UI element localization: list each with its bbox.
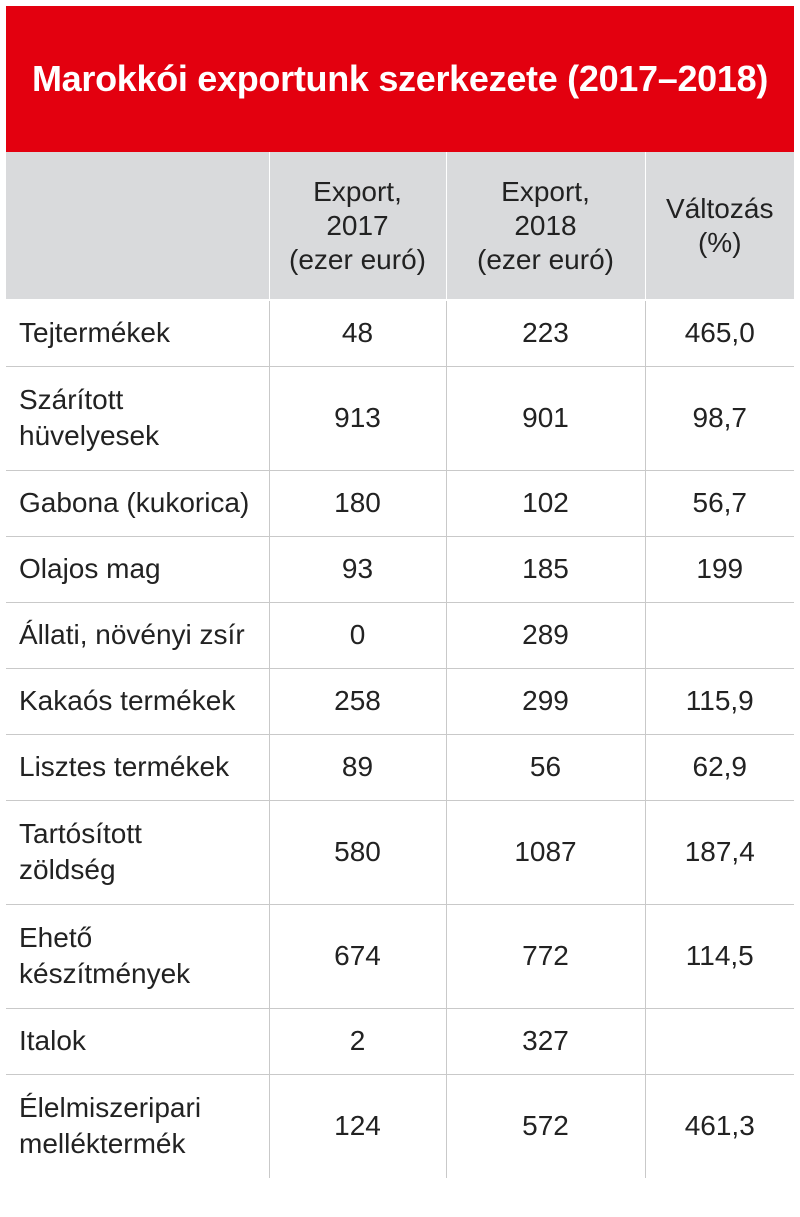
- product-name-cell: Állati, növényi zsír: [6, 602, 270, 669]
- export-2017-cell: 0: [269, 602, 447, 669]
- export-2017-cell: 48: [269, 300, 447, 367]
- product-name-cell: Olajos mag: [6, 536, 270, 603]
- product-name-cell: Lisztes termékek: [6, 734, 270, 801]
- table-row: Gabona (kukorica) 180 102 56,7: [6, 470, 794, 537]
- product-name-cell: Ehető készítmények: [6, 904, 270, 1009]
- export-2018-cell: 1087: [446, 800, 646, 905]
- change-percent-cell: 98,7: [645, 366, 794, 471]
- export-2017-cell: 674: [269, 904, 447, 1009]
- table-row: Olajos mag 93 185 199: [6, 536, 794, 603]
- change-percent-cell: 114,5: [645, 904, 794, 1009]
- change-percent-cell: 199: [645, 536, 794, 603]
- product-name-cell: Tejtermékek: [6, 300, 270, 367]
- export-2018-cell: 223: [446, 300, 646, 367]
- product-name-cell: Gabona (kukorica): [6, 470, 270, 537]
- export-2018-cell: 572: [446, 1074, 646, 1178]
- export-2018-cell: 289: [446, 602, 646, 669]
- export-2018-cell: 901: [446, 366, 646, 471]
- export-2017-cell: 89: [269, 734, 447, 801]
- table-title: Marokkói exportunk szerkezete (2017–2018…: [31, 58, 769, 99]
- product-name-cell: Kakaós termékek: [6, 668, 270, 735]
- export-2017-cell: 258: [269, 668, 447, 735]
- header-export-2017: Export, 2017 (ezer euró): [269, 152, 447, 301]
- product-name-cell: Italok: [6, 1008, 270, 1075]
- header-product: [6, 152, 270, 301]
- table-row: Tejtermékek 48 223 465,0: [6, 300, 794, 367]
- change-percent-cell: 461,3: [684, 1110, 755, 1142]
- table-row: Állati, növényi zsír 0 289: [6, 602, 794, 669]
- export-2017-cell: 2: [269, 1008, 447, 1075]
- table-row: Lisztes termékek 89 56 62,9: [6, 734, 794, 801]
- export-2018-cell: 185: [446, 536, 646, 603]
- table-row: Szárított hüvelyesek 913 901 98,7: [6, 366, 794, 471]
- export-table: Export, 2017 (ezer euró) Export, 2018 (ezer …: [6, 152, 794, 1178]
- table-row: Kakaós termékek 258 299 115,9: [6, 668, 794, 735]
- export-2018-cell: 327: [446, 1008, 646, 1075]
- title-bar: Marokkói exportunk szerkezete (2017–2018…: [6, 6, 794, 152]
- change-percent-cell: 62,9: [645, 734, 794, 801]
- export-2018-cell: 56: [446, 734, 646, 801]
- export-2018-cell: 102: [446, 470, 646, 537]
- export-2018-cell: 772: [446, 904, 646, 1009]
- export-2017-cell: 93: [269, 536, 447, 603]
- table-row: Italok 2 327: [6, 1008, 794, 1075]
- export-2017-cell: 180: [269, 470, 447, 537]
- header-row: Export, 2017 (ezer euró) Export, 2018 (ezer …: [6, 152, 794, 301]
- table-body: Tejtermékek 48 223 465,0 Szárított hüvelyesek…: [6, 300, 794, 1178]
- change-percent-cell: [645, 602, 794, 669]
- table-row: Élelmiszeripari melléktermék 124 572 461,3: [6, 1074, 794, 1178]
- export-2018-cell: 299: [446, 668, 646, 735]
- table-row: Tartósított zöldség 580 1087 187,4: [6, 800, 794, 905]
- export-2017-cell: 580: [269, 800, 447, 905]
- product-name-cell: Szárított hüvelyesek: [6, 366, 270, 471]
- change-percent-cell: 465,0: [645, 300, 794, 367]
- header-export-2018: Export, 2018 (ezer euró): [446, 152, 646, 301]
- change-percent-cell: 187,4: [645, 800, 794, 905]
- table-row: Ehető készítmények 674 772 114,5: [6, 904, 794, 1009]
- product-name-cell: Tartósított zöldség: [6, 800, 270, 905]
- header-change: Változás (%): [645, 152, 794, 301]
- export-2017-cell: 913: [269, 366, 447, 471]
- change-percent-cell: 115,9: [645, 668, 794, 735]
- product-name-cell: Élelmiszeripari melléktermék: [6, 1074, 270, 1178]
- change-percent-cell: 56,7: [645, 470, 794, 537]
- export-2017-cell: 124: [269, 1074, 447, 1178]
- table-header: Export, 2017 (ezer euró) Export, 2018 (ezer …: [6, 152, 794, 301]
- change-percent-cell: [645, 1008, 794, 1075]
